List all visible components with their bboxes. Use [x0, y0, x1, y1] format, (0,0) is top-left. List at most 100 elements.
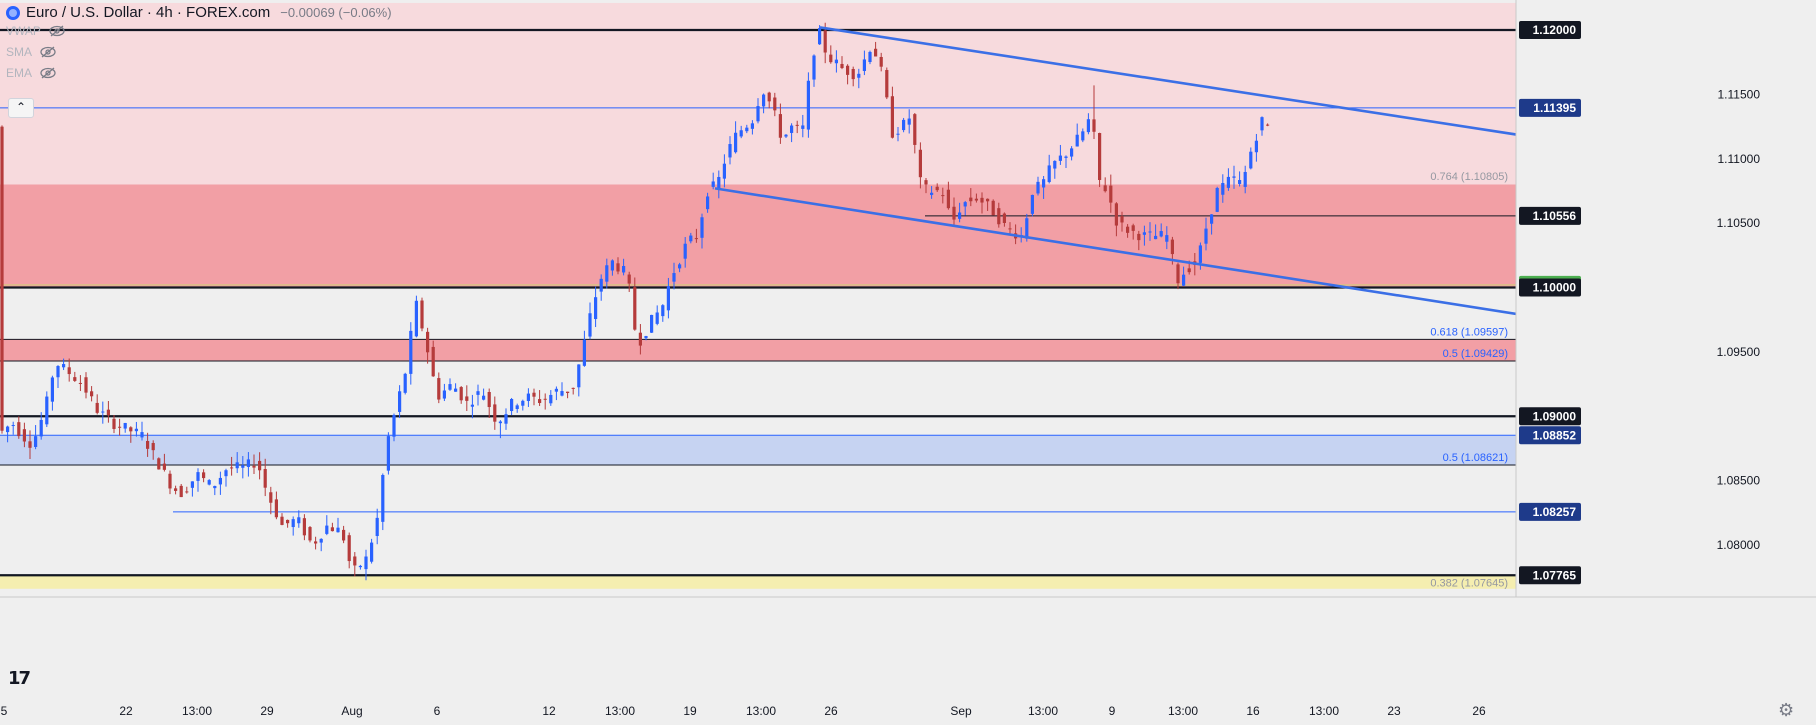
- candle-body: [728, 144, 732, 158]
- symbol-title[interactable]: Euro / U.S. Dollar · 4h · FOREX.com: [26, 4, 271, 21]
- candle-body: [1042, 179, 1046, 188]
- indicator-vwap[interactable]: VWAP: [6, 24, 65, 38]
- candle-body: [213, 485, 217, 489]
- price-badge: [1519, 98, 1581, 117]
- candle-body: [1204, 228, 1208, 244]
- candle-body: [840, 63, 844, 69]
- candle-body: [913, 114, 917, 145]
- eye-off-icon[interactable]: [40, 46, 56, 58]
- time-tick-label: 13:00: [1028, 704, 1058, 718]
- candle-body: [1098, 133, 1102, 180]
- price-change: −0.00069 (−0.06%): [280, 5, 392, 20]
- candle-body: [157, 458, 161, 470]
- candle-body: [185, 491, 189, 493]
- candle-body: [459, 387, 463, 401]
- candle-body: [1154, 235, 1158, 240]
- candles-layer: [0, 22, 1270, 581]
- tradingview-logo-icon[interactable]: 17: [8, 668, 31, 689]
- candle-body: [454, 388, 458, 392]
- fib-labels-layer: 0.764 (1.10805) 0.618 (1.09597) 0.5 (1.094…: [1430, 171, 1508, 590]
- price-tick-label: 1.08000: [1717, 538, 1761, 552]
- candle-body: [599, 278, 603, 292]
- time-tick-label: Aug: [341, 704, 362, 718]
- candle-body: [1148, 231, 1152, 233]
- candle-body: [616, 263, 620, 272]
- indicator-ema[interactable]: EMA: [6, 66, 56, 80]
- candle-body: [588, 313, 592, 337]
- candle-body: [862, 59, 866, 72]
- candle-body: [414, 300, 418, 337]
- candle-body: [1120, 216, 1124, 223]
- candle-body: [1081, 131, 1085, 141]
- candle-body: [370, 542, 374, 562]
- price-tick-label: 1.11000: [1718, 152, 1761, 166]
- candle-body: [1210, 214, 1214, 224]
- candle-body: [17, 422, 21, 437]
- time-tick-label: 13:00: [182, 704, 212, 718]
- candle-body: [1126, 226, 1130, 233]
- eye-off-icon[interactable]: [49, 25, 65, 37]
- candle-body: [829, 54, 833, 63]
- candle-body: [476, 391, 480, 395]
- candle-body: [902, 119, 906, 131]
- candle-body: [907, 118, 911, 125]
- candle-body: [146, 440, 150, 449]
- candle-body: [1170, 239, 1174, 255]
- candle-body: [946, 189, 950, 209]
- candle-body: [297, 517, 301, 524]
- candle-body: [6, 426, 10, 433]
- indicator-sma[interactable]: SMA: [6, 45, 56, 59]
- candle-body: [230, 467, 234, 469]
- time-tick-label: 5: [1, 704, 8, 718]
- indicator-label: EMA: [6, 66, 33, 80]
- candle-body: [1002, 213, 1006, 223]
- candle-body: [39, 419, 43, 437]
- chevron-up-icon[interactable]: ⌃: [8, 98, 34, 118]
- candle-body: [78, 382, 82, 384]
- candle-body: [1131, 225, 1135, 231]
- gear-icon[interactable]: ⚙: [1778, 700, 1795, 720]
- candle-body: [1036, 181, 1040, 194]
- candle-body: [885, 70, 889, 98]
- candle-body: [577, 364, 581, 388]
- time-tick-label: 22: [119, 704, 133, 718]
- candle-body: [661, 305, 665, 317]
- candle-body: [762, 94, 766, 107]
- candle-body: [190, 481, 194, 488]
- candle-body: [224, 470, 228, 477]
- candle-body: [784, 134, 788, 137]
- candle-body: [778, 114, 782, 138]
- time-axis-background: [0, 597, 1816, 725]
- candle-body: [1137, 233, 1141, 241]
- indicator-label: SMA: [6, 45, 33, 59]
- candle-body: [672, 273, 676, 282]
- candle-body: [1226, 176, 1230, 188]
- time-tick-label: 26: [1472, 704, 1486, 718]
- candle-body: [756, 106, 760, 122]
- candle-body: [834, 59, 838, 64]
- candle-body: [700, 217, 704, 238]
- candle-body: [420, 300, 424, 329]
- candle-body: [812, 55, 816, 80]
- candle-body: [112, 418, 116, 429]
- candle-body: [644, 336, 648, 339]
- candle-body: [622, 265, 626, 273]
- time-tick-label: 29: [260, 704, 274, 718]
- fib-label: 0.5 (1.08621): [1443, 452, 1508, 464]
- candle-body: [823, 30, 827, 53]
- candle-body: [437, 378, 441, 400]
- candle-body: [291, 519, 295, 528]
- candle-body: [515, 405, 519, 409]
- time-tick-label: 6: [434, 704, 441, 718]
- candle-body: [650, 314, 654, 333]
- candle-body: [62, 364, 66, 368]
- candle-body: [134, 428, 138, 432]
- candle-body: [666, 286, 670, 311]
- candle-body: [1243, 171, 1247, 187]
- price-badge-label: 1.11395: [1533, 101, 1576, 115]
- candle-body: [241, 465, 245, 468]
- time-tick-label: 12: [542, 704, 556, 718]
- eye-off-icon[interactable]: [40, 67, 56, 79]
